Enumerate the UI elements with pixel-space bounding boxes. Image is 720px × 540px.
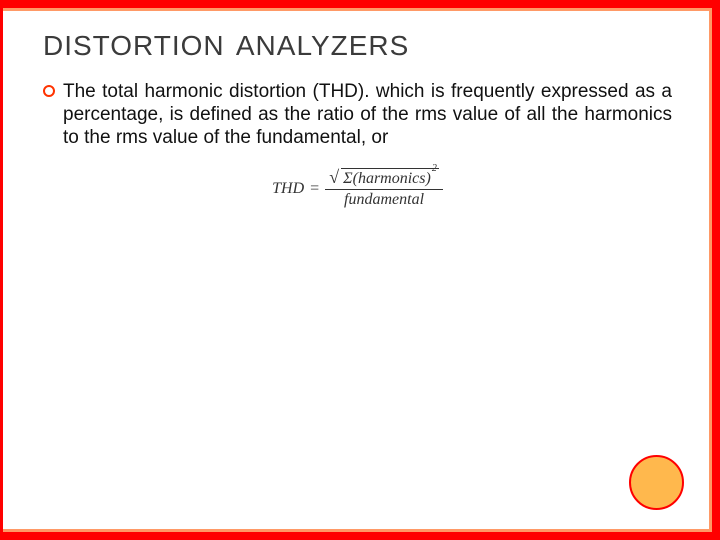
slide-title: DISTORTION ANALYZERS bbox=[43, 30, 672, 62]
numerator-inner: √ Σ ( harmonics ) 2 bbox=[329, 168, 439, 189]
under-root: Σ ( harmonics ) 2 bbox=[341, 168, 439, 189]
fraction: √ Σ ( harmonics ) 2 fundamental bbox=[325, 168, 443, 210]
close-paren: ) bbox=[426, 169, 431, 189]
corner-circle-icon bbox=[629, 455, 684, 510]
thd-formula: THD = √ Σ ( harmonics ) 2 bbox=[272, 168, 443, 210]
body-paragraph: The total harmonic distortion (THD). whi… bbox=[63, 80, 672, 150]
formula-lhs: THD bbox=[272, 180, 304, 198]
body-row: The total harmonic distortion (THD). whi… bbox=[43, 80, 672, 150]
equals-sign: = bbox=[310, 180, 319, 198]
numerator-word: harmonics bbox=[358, 169, 426, 189]
ring-bullet-icon bbox=[43, 85, 55, 97]
numerator: √ Σ ( harmonics ) 2 bbox=[325, 168, 443, 189]
slide: DISTORTION ANALYZERS The total harmonic … bbox=[0, 0, 720, 540]
denominator: fundamental bbox=[340, 190, 428, 210]
sqrt-icon: √ bbox=[329, 168, 339, 186]
formula-container: THD = √ Σ ( harmonics ) 2 bbox=[43, 168, 672, 210]
sigma: Σ bbox=[343, 169, 353, 189]
